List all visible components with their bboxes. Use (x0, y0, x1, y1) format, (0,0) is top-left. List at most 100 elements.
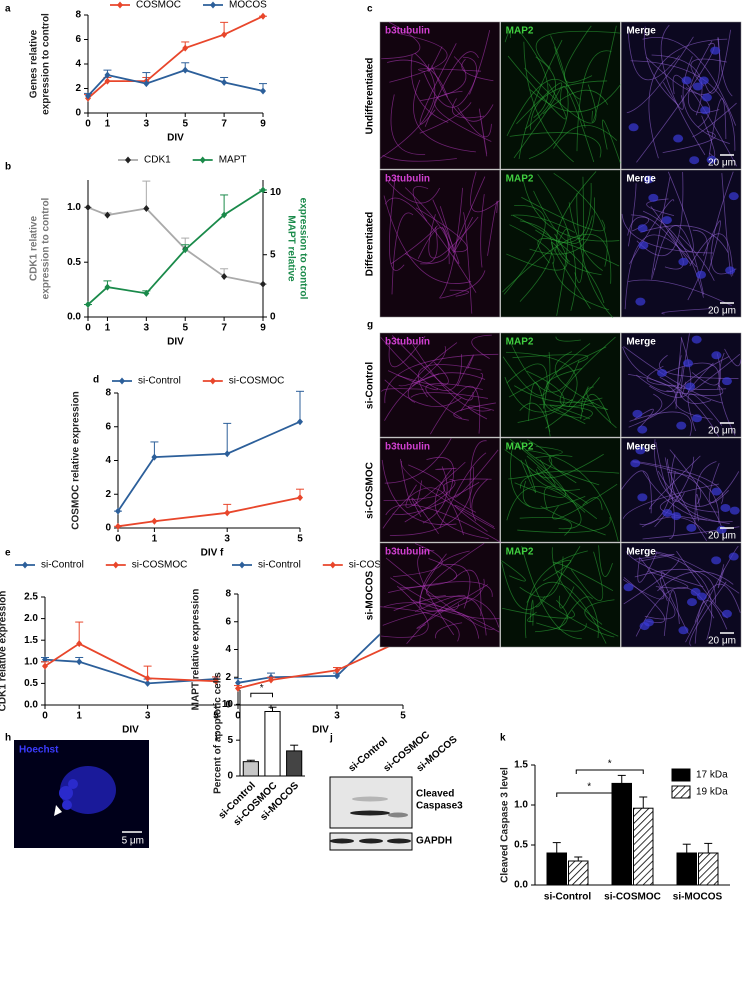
scale-label: 5 μm (122, 836, 144, 847)
legend-marker (210, 1, 216, 9)
band (388, 812, 408, 818)
neurite (552, 483, 618, 520)
band (359, 838, 383, 844)
axis-label: Cleaved Caspase 3 level (500, 767, 511, 883)
data-point (143, 80, 150, 88)
neurite (388, 581, 493, 597)
y-tick-label: 0.0 (67, 312, 81, 323)
data-point (85, 301, 91, 309)
neurite (519, 556, 564, 598)
neurite (420, 56, 467, 102)
neurite (519, 516, 572, 536)
y-tick-label: 2 (75, 83, 81, 94)
x-tick-label: 1 (105, 323, 111, 334)
y-tick-label: 8 (225, 589, 231, 600)
neurite (535, 545, 581, 608)
micrograph (500, 332, 621, 438)
neurite (520, 459, 536, 493)
nucleus (681, 76, 692, 85)
neurite (632, 461, 702, 505)
legend-marker (209, 377, 216, 385)
axis-label: DIV (312, 725, 329, 736)
y-tick-label: 4 (225, 644, 231, 655)
neurite (415, 207, 468, 253)
nucleus (698, 76, 709, 85)
nucleus (637, 224, 648, 233)
neurite (560, 86, 595, 163)
neurite (518, 39, 563, 160)
x-tick-label: 0 (85, 323, 91, 334)
neurite (574, 176, 584, 283)
data-point (76, 658, 83, 666)
neurite (570, 551, 604, 601)
neurite (452, 98, 485, 119)
neurite (528, 35, 569, 160)
neurite (470, 171, 501, 213)
x-tick-label: 5 (182, 119, 188, 130)
data-point (260, 87, 266, 95)
neurite (537, 173, 577, 311)
neurite (639, 471, 676, 525)
neurite (695, 461, 717, 522)
neurite (689, 233, 734, 276)
nucleus (648, 193, 659, 202)
y-tick-label: 0.5 (24, 678, 38, 689)
neurite (512, 215, 605, 304)
panel-letter: g (367, 320, 373, 331)
neurite (517, 516, 611, 533)
neurite (390, 225, 438, 265)
neurite (598, 545, 613, 577)
data-point (297, 494, 303, 502)
nucleus (678, 626, 689, 635)
neurite (400, 460, 496, 530)
x-tick-label: 1 (152, 534, 158, 545)
neurite (626, 36, 694, 114)
neurite (649, 393, 663, 418)
y-tick-label: 4 (75, 59, 81, 70)
neurite (646, 198, 675, 217)
series-line (117, 496, 301, 528)
neurite (542, 89, 609, 115)
neurite (519, 220, 553, 302)
nucleus (690, 587, 701, 596)
channel-label: Merge (626, 26, 656, 37)
neurite (381, 21, 421, 60)
nucleus (60, 766, 116, 814)
scale-label: 20 μm (708, 531, 736, 542)
neurite (407, 342, 458, 403)
neurite (405, 461, 466, 508)
neurite (381, 388, 424, 392)
nucleus (632, 409, 643, 418)
legend-label: si-Control (258, 560, 301, 571)
neurite (392, 481, 480, 515)
neurite (526, 455, 582, 530)
neurite (389, 177, 405, 271)
significance-bracket (556, 792, 623, 797)
nucleus (662, 508, 673, 517)
neurite (525, 449, 619, 542)
nucleus (630, 459, 641, 468)
neurite (667, 471, 720, 524)
neurite (558, 596, 593, 630)
neurite (630, 60, 736, 151)
neurite (510, 342, 580, 393)
neurite (383, 464, 445, 502)
neurite (504, 449, 598, 520)
band-label: GAPDH (416, 836, 452, 847)
neurite (691, 353, 721, 386)
series-line (237, 638, 404, 690)
data-point (182, 66, 189, 74)
panel-letter: j (329, 733, 333, 744)
neurite (662, 82, 684, 110)
data-point (144, 674, 151, 682)
neurite (654, 439, 719, 513)
neurite (654, 225, 705, 295)
neurite (419, 43, 457, 125)
neurite (383, 602, 500, 633)
neurite (526, 581, 607, 644)
neurite (688, 353, 741, 393)
neurite (629, 411, 692, 436)
neurite (627, 279, 732, 307)
series-line (87, 15, 264, 99)
legend-marker (119, 377, 125, 385)
